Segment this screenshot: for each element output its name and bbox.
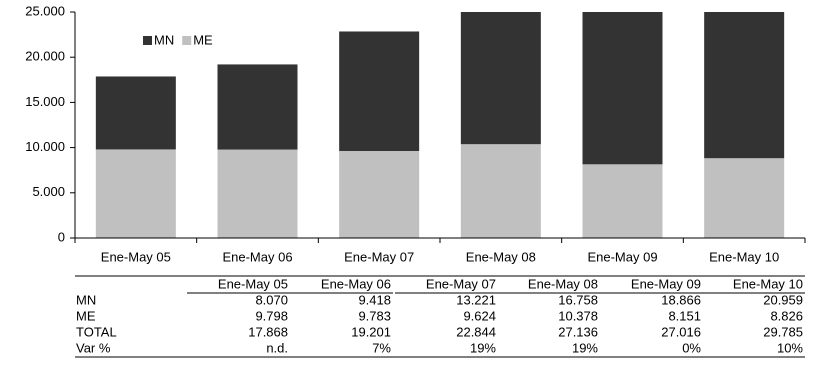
table-cell: 27.016 bbox=[661, 324, 701, 339]
bar-segment bbox=[460, 144, 541, 238]
table-cell: 19.201 bbox=[351, 324, 391, 339]
table-cell: 0% bbox=[682, 340, 701, 355]
legend-label: MN bbox=[154, 32, 174, 47]
table-row-label: ME bbox=[76, 308, 96, 323]
table-cell: 17.868 bbox=[248, 324, 288, 339]
table-header: Ene-May 06 bbox=[321, 276, 391, 291]
y-tick-label: 10.000 bbox=[25, 139, 65, 154]
table-cell: 7% bbox=[372, 340, 391, 355]
legend-swatch bbox=[182, 36, 192, 45]
table-header: Ene-May 07 bbox=[426, 276, 496, 291]
table-cell: 8.151 bbox=[668, 308, 701, 323]
y-tick-label: 25.000 bbox=[25, 3, 65, 18]
table-cell: 9.418 bbox=[358, 292, 391, 307]
bar-segment bbox=[582, 164, 663, 238]
table-cell: 9.783 bbox=[358, 308, 391, 323]
table-cell: 18.866 bbox=[661, 292, 701, 307]
table-cell: 16.758 bbox=[558, 292, 598, 307]
x-tick-label: Ene-May 10 bbox=[709, 249, 779, 264]
x-tick-label: Ene-May 05 bbox=[101, 249, 171, 264]
y-tick-label: 20.000 bbox=[25, 49, 65, 64]
x-tick-label: Ene-May 07 bbox=[344, 249, 414, 264]
bars bbox=[95, 12, 785, 238]
y-tick-label: 5.000 bbox=[32, 184, 65, 199]
x-tick-label: Ene-May 09 bbox=[587, 249, 657, 264]
table-cell: n.d. bbox=[266, 340, 288, 355]
table-cell: 27.136 bbox=[558, 324, 598, 339]
bar-segment bbox=[339, 31, 420, 151]
bar-segment bbox=[339, 150, 420, 238]
table-cell: 29.785 bbox=[763, 324, 803, 339]
table-header: Ene-May 05 bbox=[218, 276, 288, 291]
table-cell: 8.826 bbox=[770, 308, 803, 323]
bar-segment bbox=[460, 12, 541, 145]
x-tick-label: Ene-May 06 bbox=[222, 249, 292, 264]
bar-segment bbox=[704, 158, 785, 238]
table-cell: 13.221 bbox=[456, 292, 496, 307]
bar-segment bbox=[217, 64, 298, 150]
table-cell: 9.624 bbox=[463, 308, 496, 323]
table-row-label: Var % bbox=[76, 340, 111, 355]
bar-segment bbox=[217, 149, 298, 238]
x-tick-label: Ene-May 08 bbox=[466, 249, 536, 264]
bar-segment bbox=[704, 12, 785, 159]
y-tick-label: 0 bbox=[58, 229, 65, 244]
table-header: Ene-May 10 bbox=[733, 276, 803, 291]
bar-segment bbox=[95, 76, 176, 150]
y-tick-label: 15.000 bbox=[25, 94, 65, 109]
bar-segment bbox=[95, 149, 176, 238]
table-cell: 19% bbox=[470, 340, 496, 355]
table-cell: 9.798 bbox=[255, 308, 288, 323]
table-row-label: TOTAL bbox=[76, 324, 117, 339]
bar-segment bbox=[582, 12, 663, 165]
table-header: Ene-May 08 bbox=[528, 276, 598, 291]
table-cell: 20.959 bbox=[763, 292, 803, 307]
table-cell: 10% bbox=[777, 340, 803, 355]
legend-swatch bbox=[143, 36, 152, 45]
table-cell: 22.844 bbox=[456, 324, 496, 339]
table-row-label: MN bbox=[76, 292, 96, 307]
table-cell: 19% bbox=[572, 340, 598, 355]
table-cell: 8.070 bbox=[255, 292, 288, 307]
legend-label: ME bbox=[193, 32, 213, 47]
table-header: Ene-May 09 bbox=[631, 276, 701, 291]
table-cell: 10.378 bbox=[558, 308, 598, 323]
